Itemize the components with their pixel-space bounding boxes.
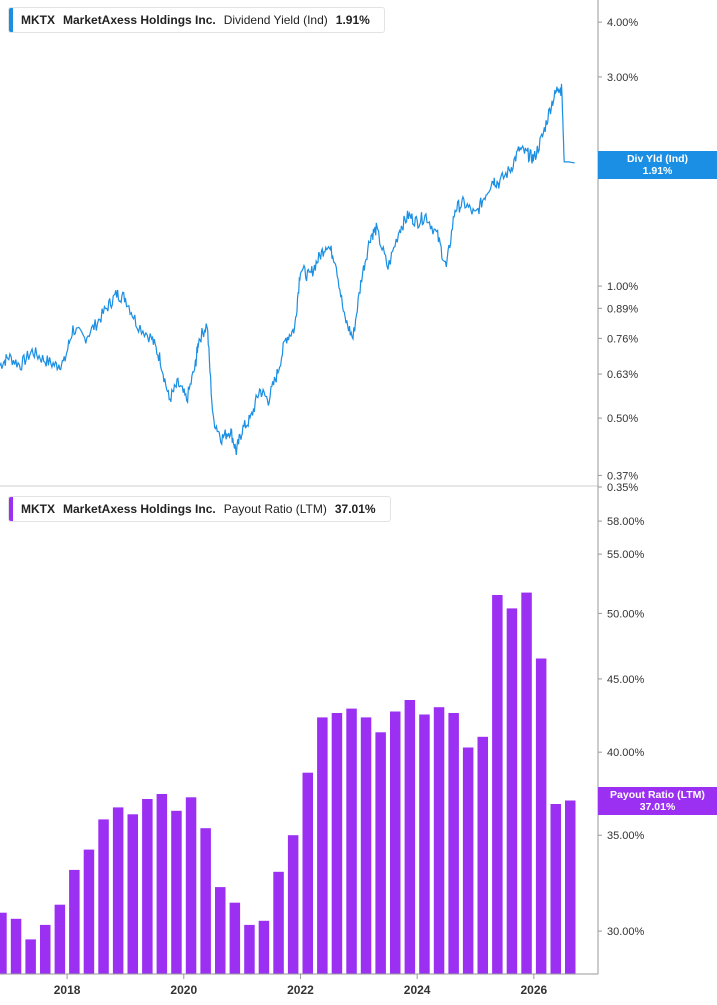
y-tick-label: 40.00% [607,747,645,759]
payout-ratio-bar [142,799,153,974]
payout-ratio-bar [550,804,561,974]
payout-ratio-bar [419,714,430,974]
payout-ratio-bar [112,807,124,974]
payout-ratio-panel [0,592,576,974]
legend-ticker: MKTX [21,13,55,27]
y-tick-label: 55.00% [607,549,645,561]
payout-ratio-bar [229,902,241,974]
payout-ratio-bar [302,772,313,974]
payout-ratio-bar [171,810,182,974]
payout-ratio-bar [258,920,270,974]
legend-color-swatch [9,8,13,32]
payout-ratio-bar [98,819,109,974]
y-tick-label: 1.00% [607,281,638,293]
y-tick-label: 30.00% [607,926,645,938]
payout-ratio-bar [535,658,547,974]
legend-value: 1.91% [335,13,370,27]
payout-ratio-bar [360,717,372,974]
badge-label: Div Yld (Ind) [626,152,689,165]
payout-ratio-bar [10,918,22,974]
y-tick-label: 4.00% [607,17,638,29]
payout-ratio-bar [346,708,357,974]
x-tick-label: 2018 [54,983,81,997]
dividend-yield-panel [0,83,575,455]
legend-payout-ratio: MKTX MarketAxess Holdings Inc. Payout Ra… [8,496,391,522]
payout-ratio-bar [506,608,518,974]
x-tick-label: 2026 [520,983,547,997]
y-tick-label: 0.35% [607,482,638,494]
y-tick-label: 0.37% [607,470,638,482]
payout-ratio-bar [25,939,36,974]
badge-value: 37.01% [639,801,676,814]
y-tick-label: 50.00% [607,608,645,620]
payout-ratio-bar [54,904,66,974]
x-tick-label: 2022 [287,983,314,997]
payout-ratio-bar [521,592,532,974]
y-tick-label: 58.00% [607,516,645,528]
x-tick-label: 2020 [170,983,197,997]
y-tick-label: 0.89% [607,303,638,315]
payout-ratio-bar [565,800,576,974]
y-tick-label: 3.00% [607,72,638,84]
legend-company: MarketAxess Holdings Inc. [63,502,216,516]
payout-ratio-bar [215,887,226,974]
legend-ticker: MKTX [21,502,55,516]
payout-ratio-bar [83,849,95,974]
payout-ratio-bar [273,871,284,974]
dividend-yield-line [0,83,575,455]
payout-ratio-bar [317,717,328,974]
payout-ratio-bar [448,713,459,974]
legend-metric: Dividend Yield (Ind) [223,13,328,27]
payout-ratio-bar [69,869,80,974]
payout-ratio-bar [0,912,7,974]
badge-label: Payout Ratio (LTM) [610,789,705,802]
payout-ratio-bar [477,736,488,974]
dividend-yield-badge: Div Yld (Ind) 1.91% [598,150,717,179]
payout-ratio-bar [127,814,138,974]
legend-metric: Payout Ratio (LTM) [223,502,327,516]
payout-ratio-bar [200,828,211,974]
payout-ratio-bar [40,924,51,974]
payout-ratio-bar [433,707,445,974]
payout-ratio-bar [185,797,197,974]
y-tick-label: 35.00% [607,830,645,842]
payout-ratio-bar [331,713,343,974]
payout-ratio-bar [244,924,255,974]
legend-company: MarketAxess Holdings Inc. [63,13,216,27]
legend-value: 37.01% [334,502,376,516]
y-tick-label: 0.76% [607,333,638,345]
payout-ratio-bar [156,794,168,974]
y-tick-label: 0.63% [607,369,638,381]
legend-color-swatch [9,497,13,521]
y-tick-label: 45.00% [607,674,645,686]
payout-ratio-bar [404,700,416,974]
axes: 4.00% 3.00% 1.00% 0.89% 0.76% 0.63% 0.50% 0.37%… [0,0,645,997]
payout-ratio-badge: Payout Ratio (LTM) 37.01% [598,787,717,816]
payout-ratio-bar [492,595,503,974]
payout-ratio-bar [375,732,386,974]
payout-ratio-bar [287,835,299,974]
payout-ratio-bar [462,747,474,974]
badge-value: 1.91% [642,164,673,177]
y-tick-label: 0.50% [607,413,638,425]
payout-ratio-bar [390,711,401,974]
x-tick-label: 2024 [404,983,431,997]
legend-dividend-yield: MKTX MarketAxess Holdings Inc. Dividend … [8,7,385,33]
